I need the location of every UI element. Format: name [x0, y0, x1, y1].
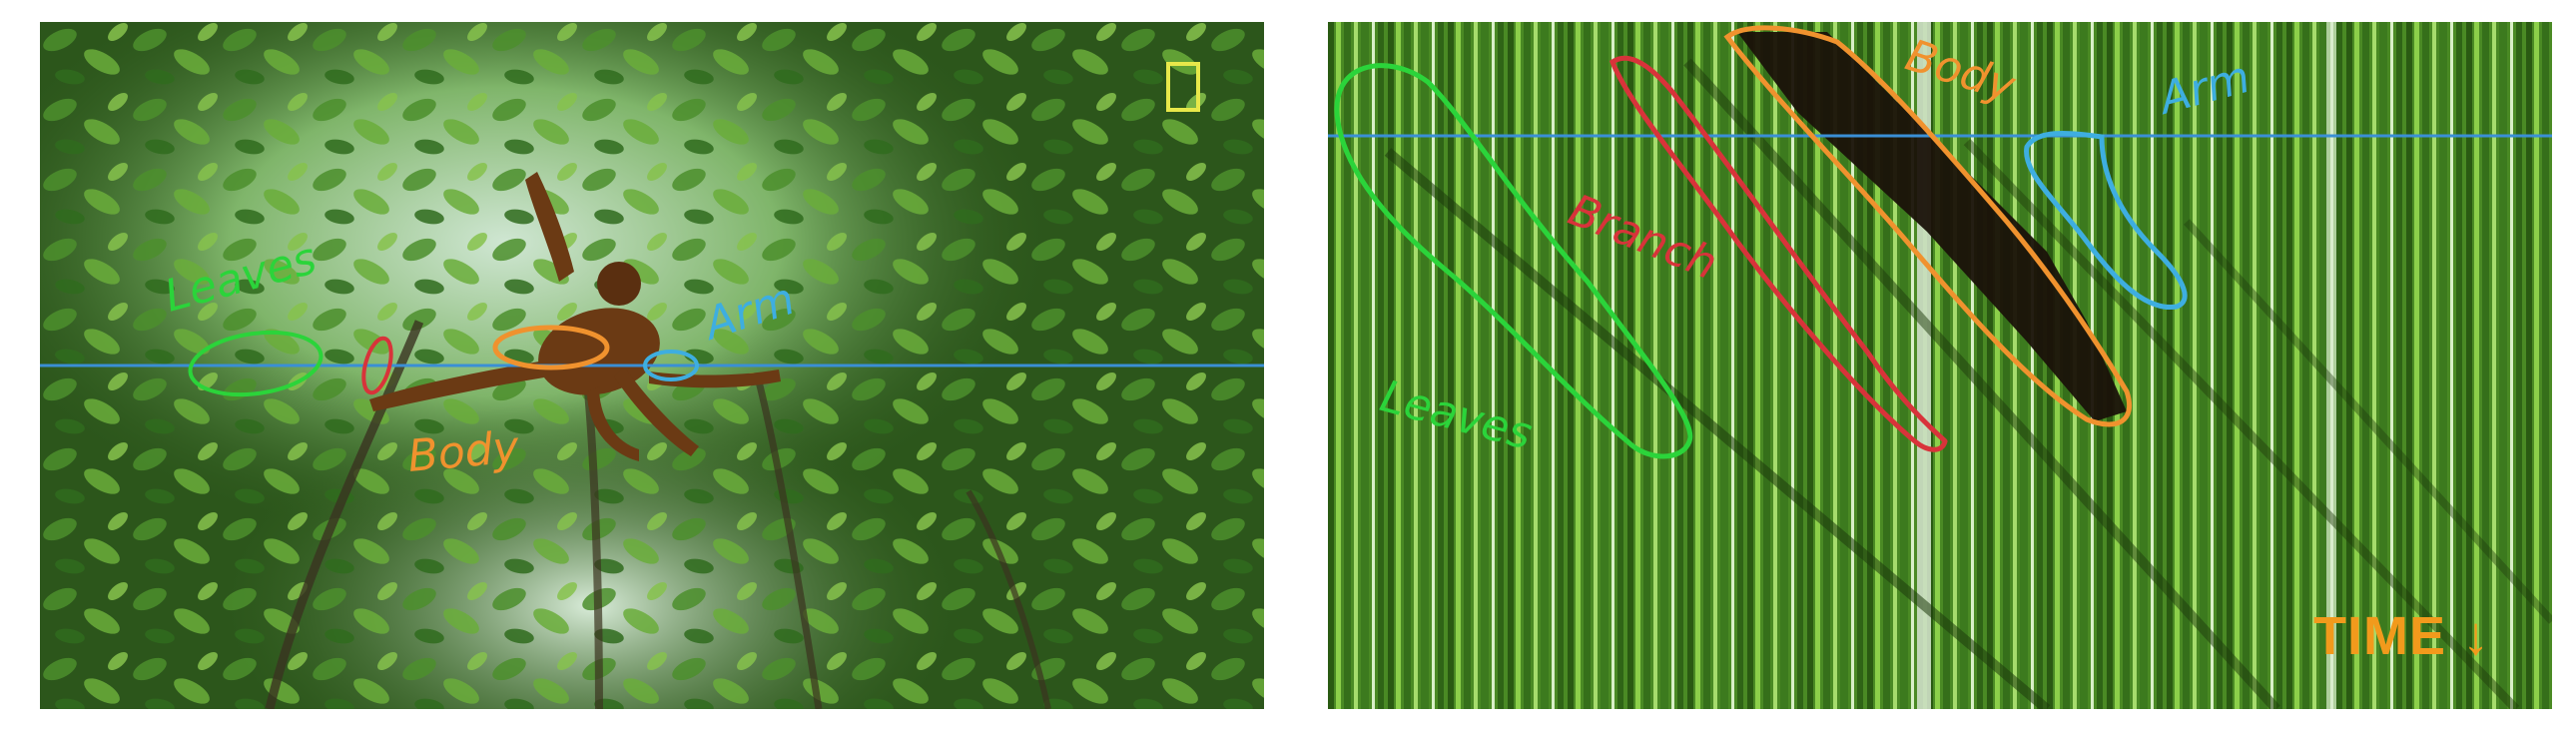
arm-outline [643, 350, 699, 381]
video-frame-panel: Leaves Body Arm [40, 22, 1264, 709]
branch-trail-outline [1609, 55, 1948, 452]
slit-scan-image: Leaves Branch Body Arm [1328, 22, 2552, 709]
body-trail-outline [1723, 25, 2133, 427]
body-label: Body [406, 421, 522, 482]
arm-trail-outline [2024, 130, 2188, 311]
marker-box [1166, 62, 1200, 112]
leaves-trail-outline [1334, 63, 1693, 459]
leaves-outline [188, 330, 323, 397]
slit-scan-panel: Leaves Branch Body Arm TIME ↓ [1328, 22, 2552, 709]
video-frame-image: Leaves Body Arm [40, 22, 1264, 709]
down-arrow-icon: ↓ [2462, 606, 2490, 666]
body-outline [492, 325, 610, 370]
branch-outline [361, 336, 393, 395]
time-axis-label: TIME ↓ [2313, 605, 2490, 667]
time-text: TIME [2312, 606, 2446, 666]
